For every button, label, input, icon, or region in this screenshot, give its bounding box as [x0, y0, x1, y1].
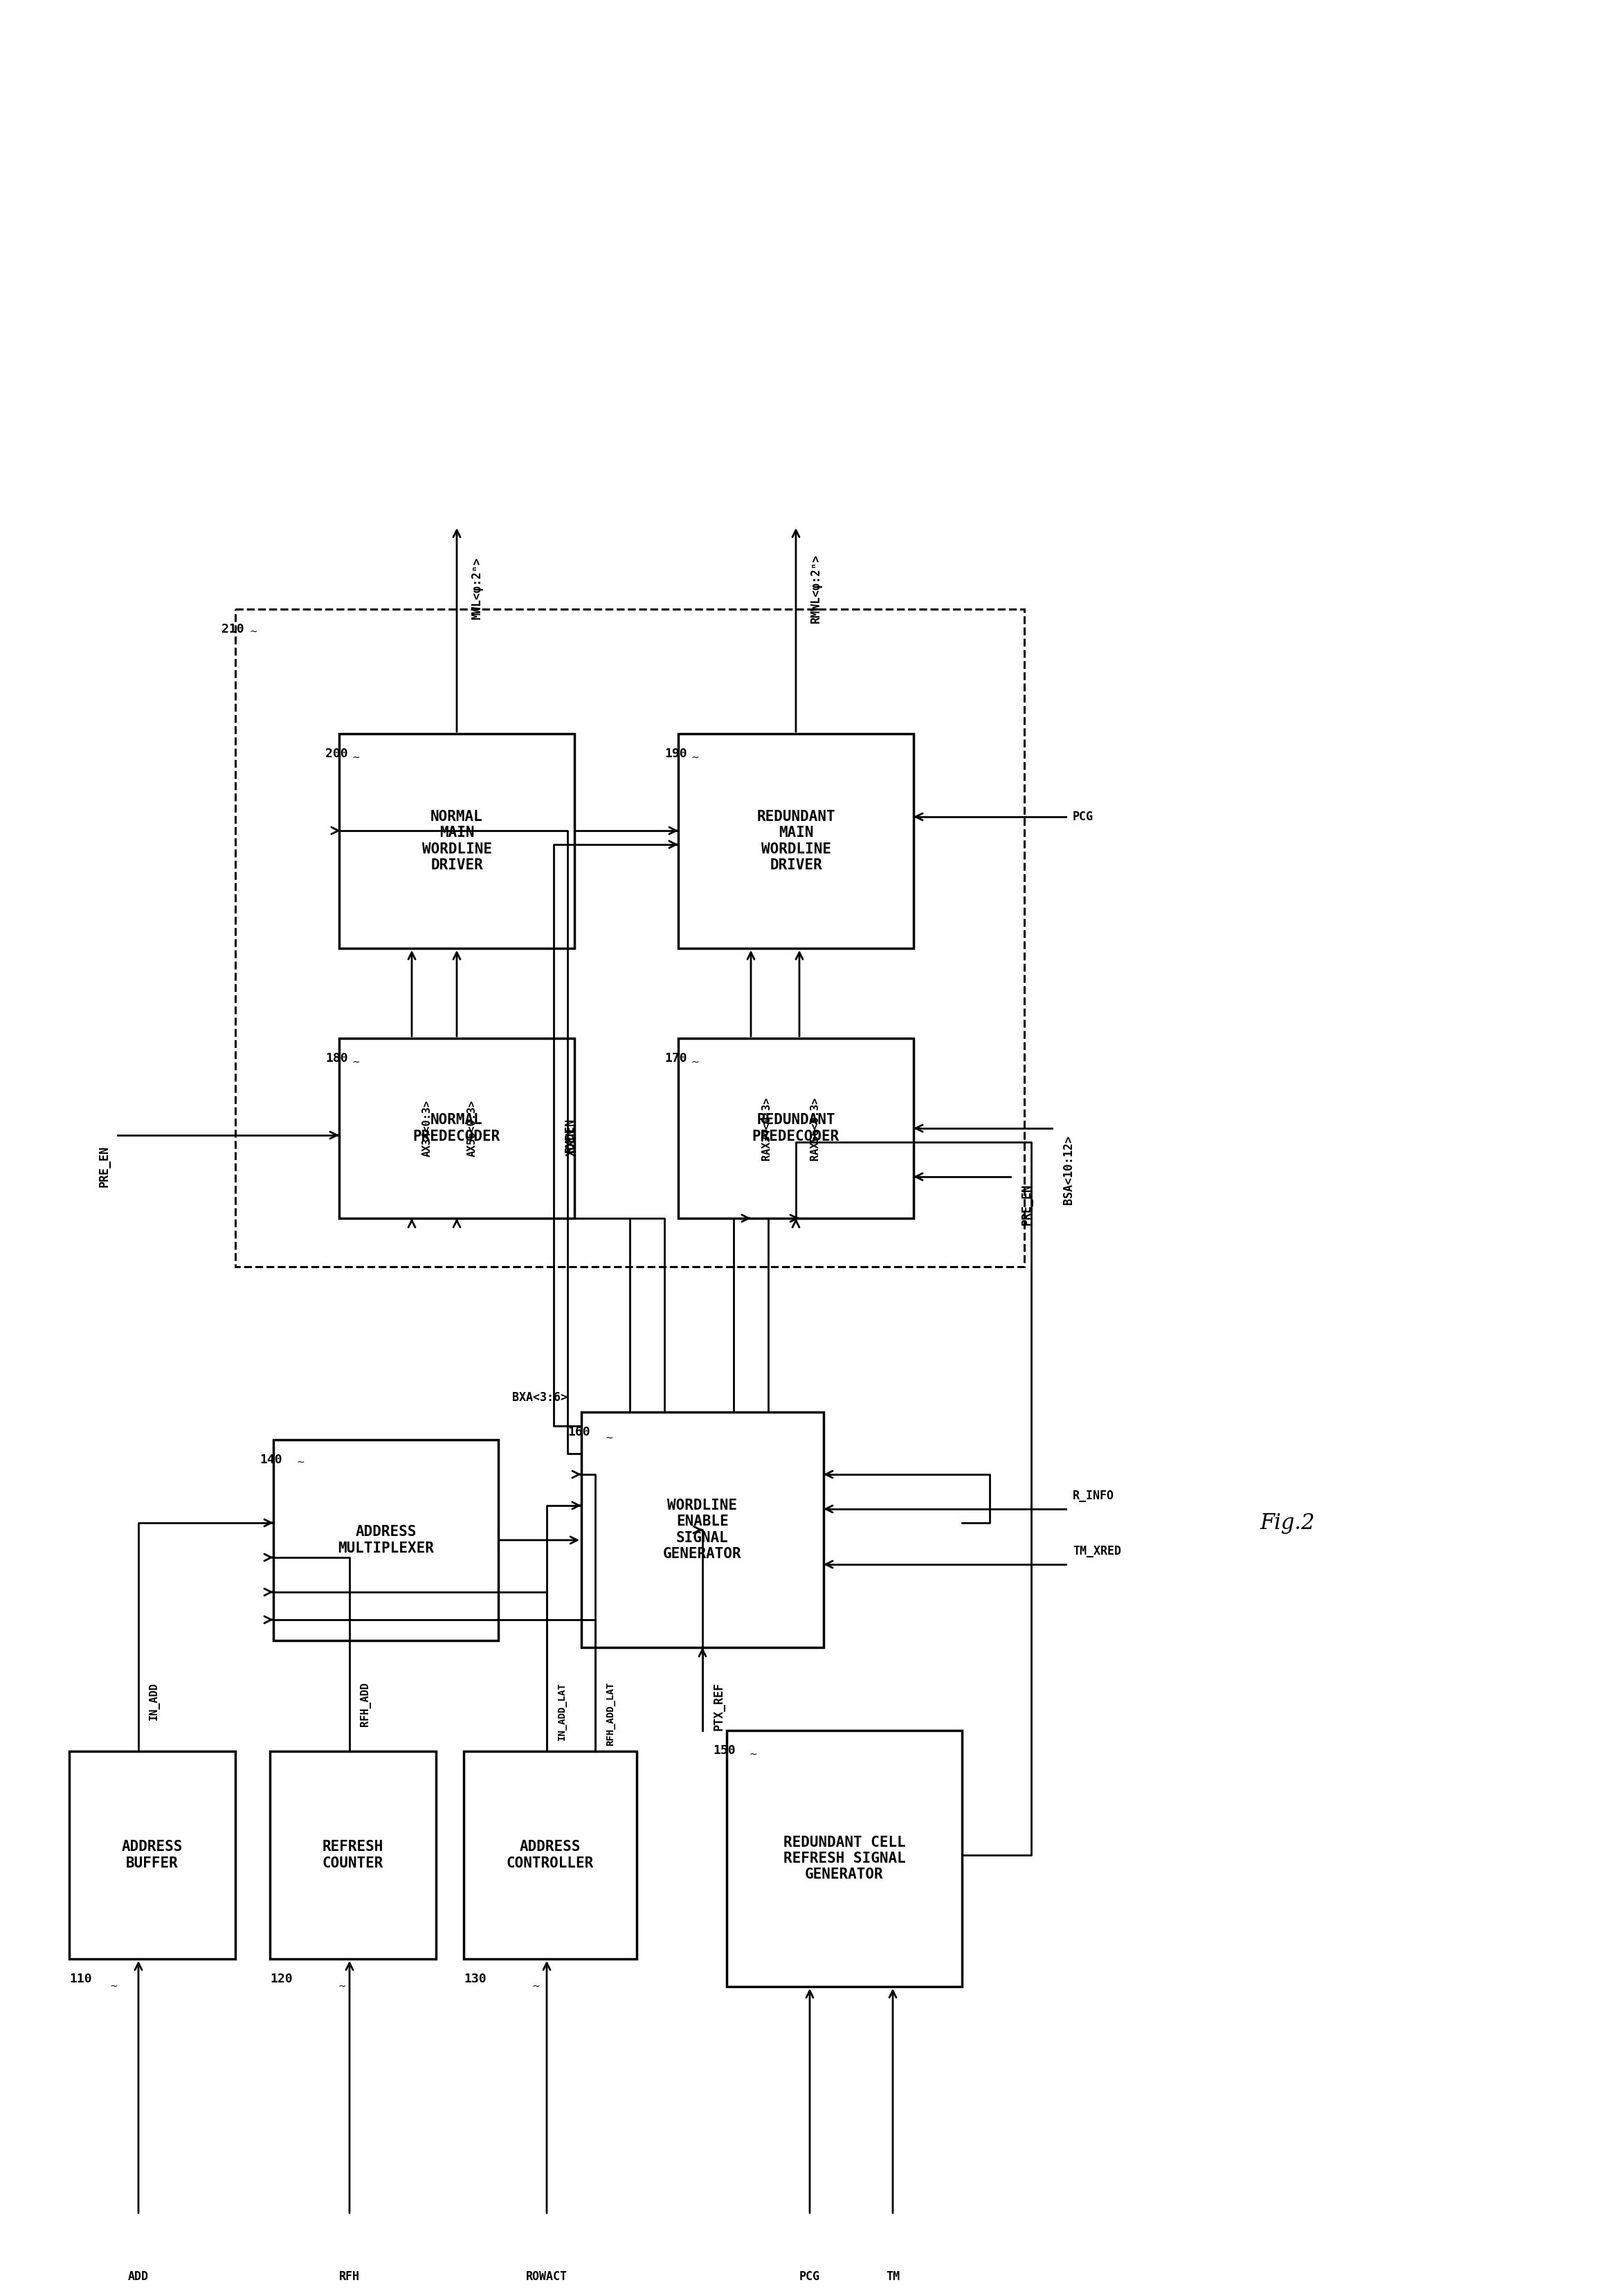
Bar [339, 1038, 574, 1219]
Text: 160: 160 [567, 1426, 590, 1437]
Text: REDUNDANT
PREDECODER: REDUNDANT PREDECODER [753, 1114, 839, 1143]
Text: RFH: RFH [339, 2271, 360, 2282]
Text: ~: ~ [352, 1058, 360, 1068]
Text: IN_ADD_LAT: IN_ADD_LAT [558, 1683, 567, 1740]
Text: PTX_REF: PTX_REF [713, 1683, 725, 1731]
Text: TM: TM [885, 2271, 900, 2282]
Bar [69, 1752, 235, 1958]
Text: PRE_EN: PRE_EN [97, 1146, 110, 1187]
Text: BXA<3:6>: BXA<3:6> [511, 1391, 567, 1403]
Text: RAX34<0:3>: RAX34<0:3> [761, 1097, 772, 1159]
Text: ~: ~ [337, 1981, 345, 1991]
Text: NORMAL
PREDECODER: NORMAL PREDECODER [412, 1114, 500, 1143]
Bar [339, 735, 574, 948]
Text: RAX56<0:3>: RAX56<0:3> [810, 1097, 820, 1159]
Text: XDEN: XDEN [566, 1127, 578, 1155]
Text: IN_ADD: IN_ADD [149, 1683, 160, 1720]
Text: RXDEN: RXDEN [564, 1118, 577, 1153]
Bar [678, 735, 914, 948]
Text: ADDRESS
BUFFER: ADDRESS BUFFER [121, 1839, 182, 1869]
Text: AX56<0:3>: AX56<0:3> [467, 1100, 478, 1157]
Text: ~: ~ [749, 1750, 757, 1759]
Bar [727, 1731, 962, 1986]
Bar [582, 1412, 823, 1649]
Bar [270, 1752, 436, 1958]
Text: 140: 140 [259, 1453, 283, 1467]
Text: MWL<φ:2ⁿ>: MWL<φ:2ⁿ> [470, 558, 483, 620]
Text: 120: 120 [270, 1972, 292, 1986]
Bar [235, 608, 1024, 1267]
Text: REDUNDANT CELL
REFRESH SIGNAL
GENERATOR: REDUNDANT CELL REFRESH SIGNAL GENERATOR [783, 1835, 906, 1880]
Text: ~: ~ [296, 1458, 304, 1467]
Text: RFH_ADD_LAT: RFH_ADD_LAT [606, 1683, 615, 1745]
Text: RMWL<φ:2ⁿ>: RMWL<φ:2ⁿ> [810, 553, 823, 622]
Text: 180: 180 [326, 1052, 348, 1065]
Bar [678, 1038, 914, 1219]
Text: Fig.2: Fig.2 [1259, 1513, 1315, 1534]
Text: ADDRESS
CONTROLLER: ADDRESS CONTROLLER [507, 1839, 594, 1869]
Text: ~: ~ [109, 1981, 117, 1991]
Text: WORDLINE
ENABLE
SIGNAL
GENERATOR: WORDLINE ENABLE SIGNAL GENERATOR [663, 1499, 741, 1561]
Text: R_INFO: R_INFO [1072, 1490, 1114, 1502]
Text: TM_XRED: TM_XRED [1072, 1545, 1122, 1557]
Text: PCG: PCG [1072, 810, 1093, 822]
Text: REFRESH
COUNTER: REFRESH COUNTER [323, 1839, 384, 1869]
Text: 150: 150 [713, 1745, 735, 1756]
Text: PRE_EN: PRE_EN [1021, 1185, 1034, 1226]
Text: 210: 210 [222, 622, 244, 636]
Text: ~: ~ [690, 1058, 698, 1068]
Text: ADDRESS
MULTIPLEXER: ADDRESS MULTIPLEXER [337, 1525, 435, 1554]
Text: ~: ~ [606, 1433, 614, 1444]
Text: REDUNDANT
MAIN
WORDLINE
DRIVER: REDUNDANT MAIN WORDLINE DRIVER [756, 810, 836, 872]
Bar [463, 1752, 636, 1958]
Text: ADD: ADD [128, 2271, 149, 2282]
Text: BSA<10:12>: BSA<10:12> [1063, 1134, 1075, 1205]
Text: 190: 190 [665, 748, 687, 760]
Text: 170: 170 [665, 1052, 687, 1065]
Text: ~: ~ [690, 753, 698, 762]
Text: 130: 130 [463, 1972, 486, 1986]
Text: ~: ~ [532, 1981, 540, 1991]
Bar [273, 1440, 499, 1642]
Text: NORMAL
MAIN
WORDLINE
DRIVER: NORMAL MAIN WORDLINE DRIVER [422, 810, 492, 872]
Text: 110: 110 [69, 1972, 91, 1986]
Text: PCG: PCG [799, 2271, 820, 2282]
Text: 200: 200 [326, 748, 348, 760]
Text: AX34<0:3>: AX34<0:3> [422, 1100, 433, 1157]
Text: ~: ~ [352, 753, 360, 762]
Text: ROWACT: ROWACT [526, 2271, 567, 2282]
Text: ~: ~ [249, 627, 257, 636]
Text: RFH_ADD: RFH_ADD [360, 1683, 371, 1727]
